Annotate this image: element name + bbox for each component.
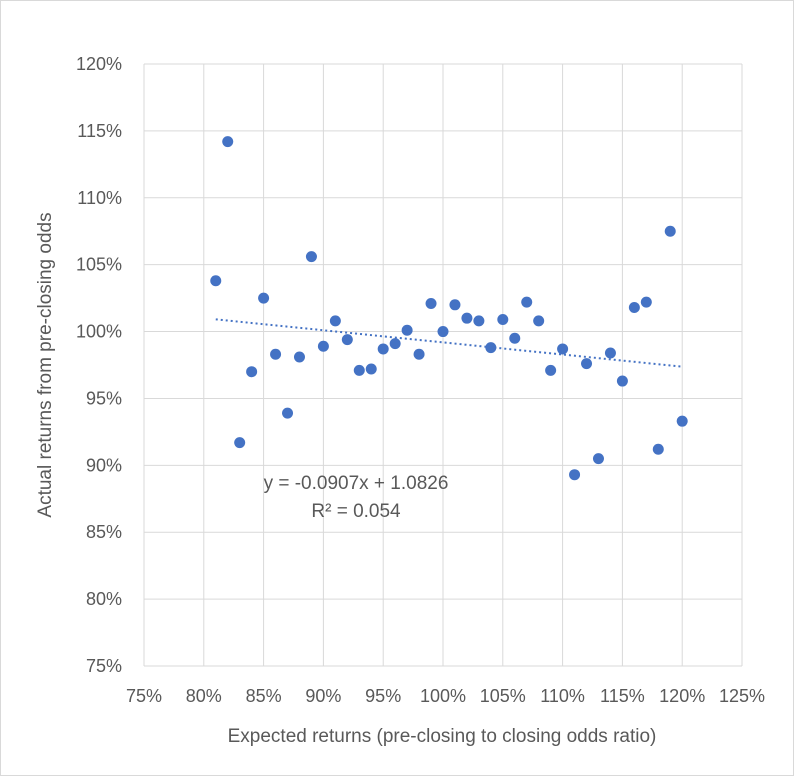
data-point — [616, 375, 628, 387]
x-tick-label: 110% — [540, 686, 585, 706]
trendline — [215, 318, 683, 368]
data-point — [485, 342, 497, 354]
trendline-group — [215, 318, 683, 368]
data-point — [293, 351, 305, 363]
data-point — [628, 301, 640, 313]
data-point — [604, 347, 616, 359]
x-tick-label: 115% — [600, 686, 645, 706]
x-tick-label: 85% — [246, 686, 282, 706]
y-tick-label: 90% — [86, 455, 122, 475]
y-tick-label: 80% — [86, 589, 122, 609]
trendline-r-squared: R² = 0.054 — [311, 501, 401, 522]
x-tick-label: 80% — [186, 686, 222, 706]
data-points — [210, 136, 688, 481]
data-point — [413, 348, 425, 360]
data-point — [509, 332, 521, 344]
x-tick-label: 95% — [365, 686, 401, 706]
data-point — [437, 326, 449, 338]
y-tick-label: 95% — [86, 388, 122, 408]
data-point — [329, 315, 341, 327]
y-tick-label: 110% — [77, 188, 122, 208]
data-point — [341, 334, 353, 346]
data-point — [461, 312, 473, 324]
data-point — [497, 314, 509, 326]
data-point — [210, 275, 222, 287]
y-axis-tick-labels: 75% 80% 85% 90% 95% 100% 105% 110% 115% 120% — [76, 54, 122, 676]
data-point — [401, 324, 413, 336]
y-tick-label: 75% — [86, 656, 122, 676]
data-point — [592, 453, 604, 465]
data-point — [533, 315, 545, 327]
data-point — [258, 292, 270, 304]
data-point — [317, 340, 329, 352]
data-point — [581, 358, 593, 370]
x-axis-tick-labels: 75% 80% 85% 90% 95% 100% 105% 110% 115% 120% 125% — [126, 686, 765, 706]
data-point — [676, 415, 688, 427]
data-point — [652, 443, 664, 455]
data-point — [270, 348, 282, 360]
data-point — [246, 366, 258, 378]
y-tick-label: 105% — [76, 255, 122, 275]
data-point — [545, 364, 557, 376]
data-point — [305, 251, 317, 263]
x-tick-label: 125% — [719, 686, 765, 706]
x-tick-label: 90% — [305, 686, 341, 706]
data-point — [449, 299, 461, 311]
data-point — [234, 437, 246, 449]
data-point — [389, 338, 401, 350]
data-point — [557, 343, 569, 355]
x-axis-title: Expected returns (pre-closing to closing… — [228, 726, 657, 747]
data-point — [353, 364, 365, 376]
data-point — [282, 407, 294, 419]
x-tick-label: 75% — [126, 686, 162, 706]
y-axis-title: Actual returns from pre-closing odds — [35, 212, 56, 517]
y-tick-label: 85% — [86, 522, 122, 542]
x-tick-label: 120% — [659, 686, 705, 706]
data-point — [521, 296, 533, 308]
data-point — [365, 363, 377, 375]
x-tick-label: 100% — [420, 686, 466, 706]
data-point — [377, 343, 389, 355]
gridlines — [143, 63, 743, 667]
data-point — [640, 296, 652, 308]
trendline-equation: y = -0.0907x + 1.0826 — [264, 473, 449, 494]
y-tick-label: 115% — [77, 121, 122, 141]
data-point — [664, 225, 676, 237]
data-point — [473, 315, 485, 327]
y-tick-label: 120% — [76, 54, 122, 74]
x-tick-label: 105% — [480, 686, 526, 706]
data-point — [222, 136, 234, 148]
y-tick-label: 100% — [76, 322, 122, 342]
data-point — [425, 297, 437, 309]
data-point — [569, 469, 581, 481]
